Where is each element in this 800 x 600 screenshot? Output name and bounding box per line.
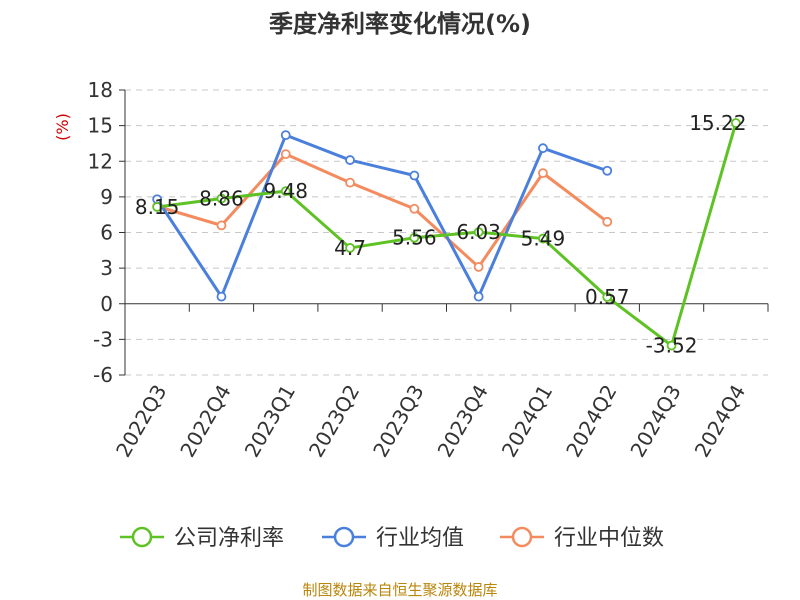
data-point (345, 155, 355, 165)
data-label: 4.7 (334, 236, 366, 260)
data-point (345, 243, 355, 253)
data-point (409, 232, 420, 243)
data-point (152, 202, 163, 212)
data-label: 0.57 (585, 285, 630, 309)
y-tick-label: 18 (88, 78, 113, 102)
x-tick-label: 2022Q3 (111, 381, 171, 462)
legend-marker[interactable] (131, 526, 153, 548)
data-point (538, 233, 548, 244)
chart-title: 季度净利率变化情况(%) (269, 10, 531, 38)
y-tick-label: 15 (88, 114, 113, 138)
data-point (730, 118, 741, 128)
data-point (602, 292, 613, 302)
x-tick-label: 2024Q1 (497, 381, 557, 462)
data-point (409, 170, 420, 181)
series-line (156, 122, 738, 348)
data-point (602, 165, 613, 176)
legend-marker[interactable] (511, 526, 533, 548)
data-point (280, 130, 291, 141)
x-tick-label: 2023Q3 (368, 381, 428, 462)
data-point (666, 340, 677, 351)
data-label: 8.15 (135, 195, 180, 219)
series-lines (152, 118, 741, 351)
legend-label[interactable]: 行业中位数 (554, 526, 664, 551)
data-point (473, 227, 484, 238)
y-tick-label: -3 (93, 327, 113, 351)
data-point (216, 193, 227, 204)
y-tick-label: 12 (88, 149, 113, 173)
data-label: 5.49 (521, 227, 566, 251)
data-point (602, 216, 613, 227)
legend: 公司净利率 行业均值 行业中位数 (120, 526, 664, 551)
data-label: 15.22 (689, 111, 746, 135)
data-point (280, 186, 291, 197)
data-point (538, 143, 548, 154)
source-note: 制图数据来自恒生聚源数据库 (302, 581, 497, 599)
x-tick-label: 2022Q4 (175, 381, 235, 462)
data-point (538, 168, 548, 179)
data-label: 8.86 (199, 187, 244, 211)
legend-label[interactable]: 行业均值 (376, 526, 464, 551)
y-tick-label: 6 (100, 221, 113, 245)
y-tick-label: 9 (100, 185, 113, 209)
legend-label[interactable]: 公司净利率 (174, 526, 284, 551)
data-point (473, 262, 484, 272)
y-tick-label: -6 (93, 363, 113, 387)
data-label: -3.52 (646, 334, 698, 358)
x-tick-label: 2024Q3 (625, 381, 685, 462)
gridlines (125, 89, 768, 376)
x-tick-label: 2024Q2 (561, 381, 621, 462)
series-line (155, 133, 608, 299)
x-tick-label: 2023Q1 (240, 381, 300, 462)
data-point (345, 177, 355, 188)
data-label: 5.56 (392, 226, 437, 250)
x-tick-label: 2023Q2 (304, 381, 364, 462)
y-tick-label: 0 (100, 292, 113, 316)
x-tick-label: 2023Q4 (433, 381, 493, 462)
y-axis-label: (%) (53, 113, 72, 141)
data-labels: 8.15 8.86 9.48 4.7 5.56 6.03 5.49 0.57 -3.52 15.2… (135, 111, 747, 358)
legend-marker[interactable] (333, 526, 355, 548)
data-point (409, 203, 420, 214)
data-label: 6.03 (456, 220, 501, 244)
y-tick-label: 3 (100, 256, 113, 280)
data-label: 9.48 (263, 179, 308, 203)
data-point (473, 291, 484, 302)
x-tick-label: 2024Q4 (690, 381, 750, 462)
data-point (216, 220, 227, 231)
series-line (156, 152, 609, 269)
data-point (280, 149, 291, 160)
data-point (216, 291, 227, 302)
